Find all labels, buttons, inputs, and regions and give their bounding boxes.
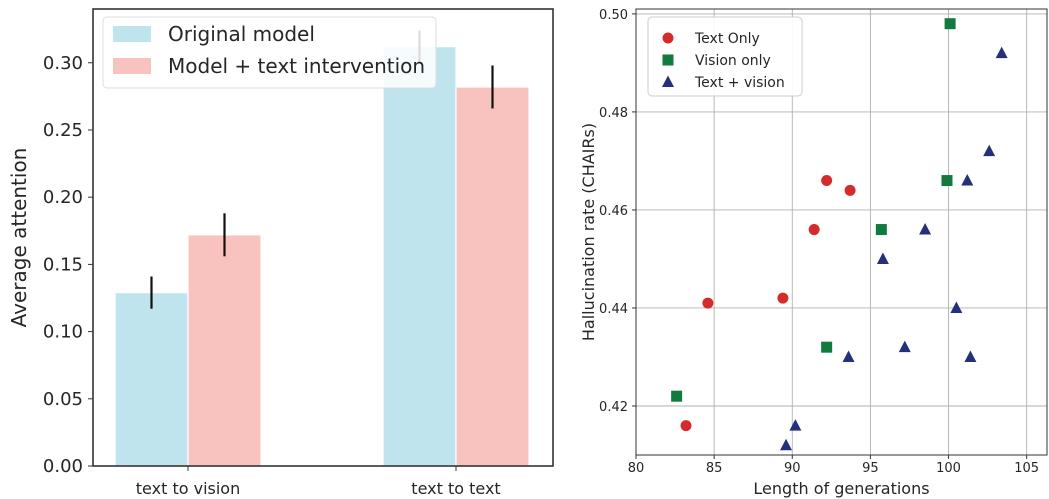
data-point bbox=[875, 224, 887, 236]
y-tick-label: 0.50 bbox=[599, 8, 628, 23]
y-tick-label: 0.48 bbox=[599, 106, 628, 121]
data-point bbox=[995, 46, 1008, 59]
y-axis-label: Hallucination rate (CHAIRs) bbox=[579, 123, 598, 341]
bar-chart: 0.00 0.05 0.10 0.15 0.20 0.25 0.30 text to visi… bbox=[7, 8, 554, 498]
x-axis-label: Length of generations bbox=[753, 479, 929, 498]
series-square bbox=[671, 18, 956, 402]
scatter-chart: 80 85 90 95 100 105 0.42 0.44 0.46 0.48 0.50 Length… bbox=[579, 8, 1048, 498]
legend-label: Text + vision bbox=[694, 75, 785, 91]
x-tick-label: 90 bbox=[784, 461, 801, 476]
data-point bbox=[983, 144, 996, 157]
x-tick-label: 100 bbox=[936, 461, 961, 476]
data-point bbox=[777, 292, 789, 304]
y-tick-label: 0.00 bbox=[43, 456, 83, 477]
plot-frame bbox=[635, 8, 1048, 456]
bar-original bbox=[382, 46, 457, 467]
data-point bbox=[821, 341, 833, 353]
legend-label: Text Only bbox=[694, 31, 760, 47]
x-tick-label: text to text bbox=[411, 479, 500, 498]
y-tick-label: 0.42 bbox=[599, 400, 628, 415]
x-tick-label: 95 bbox=[862, 461, 879, 476]
legend-label: Original model bbox=[168, 22, 315, 46]
data-point bbox=[671, 390, 683, 402]
legend-marker bbox=[662, 54, 674, 66]
y-tick-label: 0.44 bbox=[599, 302, 628, 317]
data-point bbox=[808, 224, 820, 236]
data-point bbox=[964, 350, 977, 362]
data-point bbox=[919, 223, 932, 235]
legend-label: Vision only bbox=[695, 53, 771, 69]
legend-label: Model + text intervention bbox=[168, 54, 425, 78]
legend-swatch bbox=[113, 26, 151, 42]
data-point bbox=[842, 350, 855, 362]
y-tick-label: 0.30 bbox=[43, 53, 83, 74]
bar-intervention bbox=[187, 234, 262, 467]
legend: Text Only Vision only Text + vision bbox=[647, 16, 803, 97]
x-tick-label: 105 bbox=[1014, 461, 1039, 476]
legend-marker bbox=[662, 75, 674, 87]
legend-swatch bbox=[113, 58, 151, 74]
y-tick-label: 0.25 bbox=[43, 120, 83, 141]
legend-marker bbox=[662, 32, 674, 44]
plot-frame bbox=[92, 8, 554, 467]
data-point bbox=[702, 297, 714, 309]
data-point bbox=[876, 252, 889, 264]
legend-box bbox=[102, 16, 437, 89]
legend-box bbox=[647, 16, 803, 97]
data-point bbox=[821, 175, 833, 187]
x-tick-label: text to vision bbox=[136, 479, 240, 498]
y-tick-label: 0.05 bbox=[43, 389, 83, 410]
data-point bbox=[680, 420, 692, 432]
bar-intervention bbox=[455, 86, 530, 467]
data-point bbox=[898, 340, 911, 353]
y-tick-label: 0.20 bbox=[43, 187, 83, 208]
series-circle bbox=[680, 175, 856, 432]
data-point bbox=[944, 18, 956, 30]
y-tick-label: 0.46 bbox=[599, 204, 628, 219]
data-point bbox=[789, 419, 802, 431]
y-tick-label: 0.10 bbox=[43, 322, 83, 343]
y-axis-label: Average attention bbox=[7, 148, 31, 328]
data-point bbox=[780, 438, 793, 451]
y-tick-label: 0.15 bbox=[43, 254, 83, 275]
data-point bbox=[950, 301, 963, 313]
x-tick-label: 80 bbox=[628, 461, 645, 476]
data-point bbox=[844, 184, 856, 196]
data-point bbox=[961, 174, 974, 186]
data-point bbox=[941, 175, 953, 187]
x-tick-label: 85 bbox=[706, 461, 723, 476]
legend: Original model Model + text intervention bbox=[102, 16, 437, 89]
bar-original bbox=[114, 292, 189, 467]
series-triangle bbox=[780, 46, 1008, 451]
